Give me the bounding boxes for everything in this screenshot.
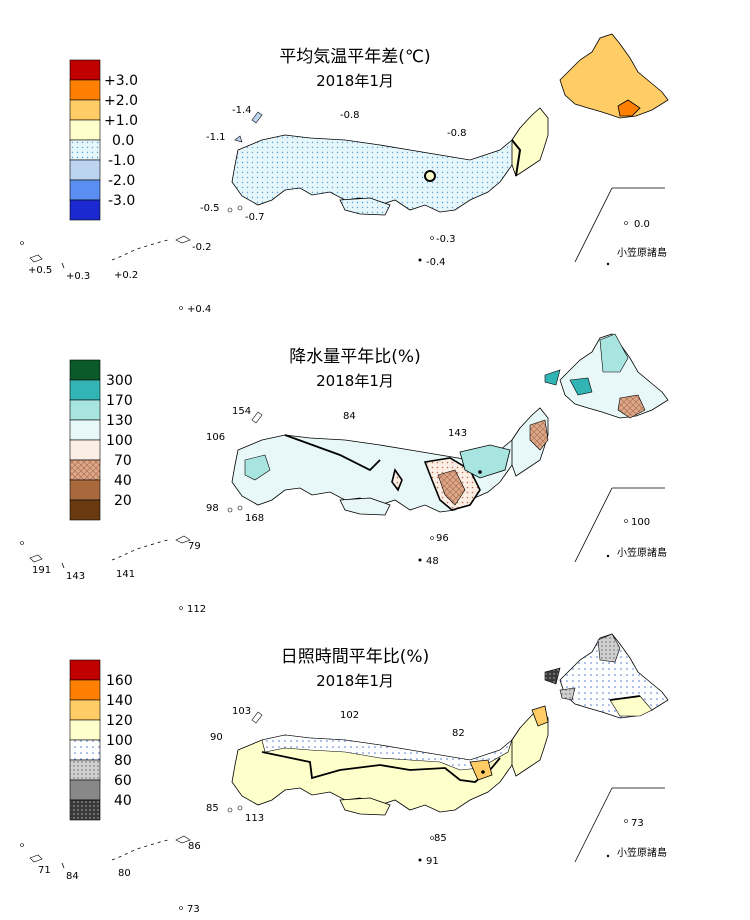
- legend-label: -3.0: [108, 193, 135, 209]
- station-values: -1.4 -0.8 -1.1 -0.8 -0.5 -0.7 -0.2 +0.5 …: [28, 105, 650, 315]
- panel-title: 日照時間平年比(%): [281, 647, 429, 667]
- station-value: +0.3: [66, 271, 90, 282]
- legend-label: 100: [106, 433, 133, 449]
- station-value: +0.5: [28, 265, 52, 276]
- station-value: 143: [448, 428, 467, 439]
- color-legend: 300 170 130 100 70 40 20: [69, 359, 133, 521]
- panel-subtitle: 2018年1月: [316, 72, 394, 90]
- station-value: -0.7: [245, 212, 265, 223]
- panel-subtitle: 2018年1月: [316, 672, 394, 690]
- legend-label: 160: [106, 673, 133, 689]
- legend-label: +2.0: [104, 93, 138, 109]
- japan-map: 小笠原諸島: [20, 633, 669, 910]
- color-legend: 160 140 120 100 80 60 40: [69, 659, 133, 821]
- station-value: 85: [206, 803, 219, 814]
- station-value: 85: [434, 833, 447, 844]
- station-value: 168: [245, 513, 264, 524]
- station-value: +0.2: [114, 270, 138, 281]
- legend-label: 140: [106, 693, 133, 709]
- legend-label: 60: [114, 773, 132, 789]
- panel-title: 平均気温平年差(℃): [279, 47, 430, 67]
- legend-label: 120: [106, 713, 133, 729]
- legend-label: 40: [114, 793, 132, 809]
- station-value: 90: [210, 732, 223, 743]
- station-value: 73: [631, 818, 644, 829]
- station-value: -1.4: [232, 105, 252, 116]
- legend-label: 170: [106, 393, 133, 409]
- station-value: 80: [118, 868, 131, 879]
- station-value: -1.1: [206, 132, 226, 143]
- station-value: -0.8: [447, 128, 467, 139]
- legend-label: 300: [106, 373, 133, 389]
- station-value: 79: [188, 541, 201, 552]
- station-value: -0.2: [192, 242, 212, 253]
- station-value: 86: [188, 841, 201, 852]
- japan-map: 小笠原諸島: [20, 333, 669, 610]
- temperature-panel: 平均気温平年差(℃) 2018年1月 +3.0 +2.0 +1.0 0.0 -1…: [20, 33, 669, 315]
- station-value: 100: [631, 517, 650, 528]
- legend-label: 20: [114, 493, 132, 509]
- station-value: 113: [245, 813, 264, 824]
- station-value: 143: [66, 571, 85, 582]
- station-value: 106: [206, 432, 225, 443]
- station-value: 103: [232, 706, 251, 717]
- ogasawara-label: 小笠原諸島: [617, 846, 667, 859]
- legend-label: -2.0: [108, 173, 135, 189]
- precipitation-panel: 降水量平年比(%) 2018年1月 300 170 130 100 70 40 …: [20, 333, 669, 615]
- station-value: 73: [187, 904, 200, 915]
- station-value: -0.8: [340, 110, 360, 121]
- legend-label: -1.0: [108, 153, 135, 169]
- legend-label: +1.0: [104, 113, 138, 129]
- legend-label: 100: [106, 733, 133, 749]
- station-value: 0.0: [634, 219, 650, 230]
- panel-subtitle: 2018年1月: [316, 372, 394, 390]
- station-value: 71: [38, 865, 51, 876]
- station-value: 141: [116, 569, 135, 580]
- station-value: -0.5: [200, 203, 220, 214]
- station-value: +0.4: [187, 304, 211, 315]
- ogasawara-label: 小笠原諸島: [617, 246, 667, 259]
- station-value: 96: [436, 533, 449, 544]
- legend-label: 80: [114, 753, 132, 769]
- station-value: 154: [232, 406, 251, 417]
- station-value: -0.4: [426, 257, 446, 268]
- station-values: 154 84 106 143 98 168 79 191 143 141 96 …: [32, 406, 650, 615]
- station-value: 82: [452, 728, 465, 739]
- station-value: 98: [206, 503, 219, 514]
- japan-map: 小笠原諸島: [20, 33, 669, 310]
- legend-label: 40: [114, 473, 132, 489]
- station-value: -0.3: [436, 234, 456, 245]
- station-value: 102: [340, 710, 359, 721]
- station-values: 103 102 90 82 85 113 86 71 84 80 85 91 7…: [38, 706, 644, 915]
- sunshine-panel: 日照時間平年比(%) 2018年1月 160 140 120 100 80 60…: [20, 633, 669, 915]
- color-legend: +3.0 +2.0 +1.0 0.0 -1.0 -2.0 -3.0: [69, 59, 138, 221]
- legend-label: 70: [114, 453, 132, 469]
- station-value: 112: [187, 604, 206, 615]
- legend-label: 130: [106, 413, 133, 429]
- station-value: 84: [66, 871, 79, 882]
- legend-label: 0.0: [112, 133, 134, 149]
- station-value: 84: [343, 411, 356, 422]
- panel-title: 降水量平年比(%): [289, 347, 420, 367]
- station-value: 91: [426, 856, 439, 867]
- legend-label: +3.0: [104, 73, 138, 89]
- ogasawara-label: 小笠原諸島: [617, 546, 667, 559]
- station-value: 48: [426, 556, 439, 567]
- station-value: 191: [32, 565, 51, 576]
